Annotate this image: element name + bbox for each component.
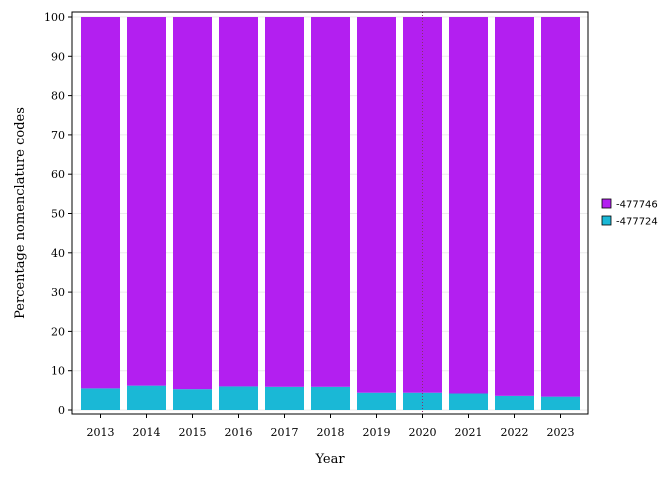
bar-segment (81, 388, 120, 410)
bar-segment (265, 386, 304, 410)
y-tick-label: 30 (51, 286, 65, 299)
y-tick-label: 60 (51, 168, 65, 181)
legend-label: -477724 (616, 217, 658, 228)
y-tick-label: 80 (51, 90, 65, 103)
y-tick-label: 40 (51, 247, 65, 260)
x-tick-label: 2015 (179, 426, 207, 439)
bar-segment (449, 393, 488, 410)
x-tick-label: 2021 (455, 426, 483, 439)
bar-segment (541, 396, 580, 410)
x-tick-label: 2018 (317, 426, 345, 439)
bar-segment (219, 386, 258, 410)
bar-segment (357, 17, 396, 393)
x-tick-label: 2014 (133, 426, 161, 439)
bar-segment (173, 17, 212, 390)
legend-swatch (601, 215, 612, 226)
y-tick-label: 50 (51, 208, 65, 221)
y-axis-title: Percentage nomenclature codes (13, 107, 28, 319)
x-axis-title: Year (314, 452, 345, 467)
bar-segment (311, 386, 350, 410)
y-tick-label: 10 (51, 365, 65, 378)
legend-label: -477746 (616, 200, 658, 211)
bar-segment (265, 17, 304, 387)
bar-segment (127, 17, 166, 386)
bar-segment (541, 17, 580, 397)
bar-segment (173, 389, 212, 410)
x-axis-ticks: 2013 2014 2015 2016 2017 2018 2019 2020 2021 2022… (87, 414, 575, 439)
x-tick-label: 2022 (501, 426, 529, 439)
bars (81, 17, 580, 410)
legend-swatch (601, 198, 612, 209)
x-tick-label: 2016 (225, 426, 253, 439)
x-tick-label: 2023 (547, 426, 575, 439)
bar-segment (495, 17, 534, 396)
x-tick-label: 2020 (409, 426, 437, 439)
y-tick-label: 70 (51, 129, 65, 142)
y-axis-ticks: 0 10 20 30 40 50 60 70 80 90 100 (44, 11, 72, 417)
x-tick-label: 2017 (271, 426, 299, 439)
y-tick-label: 90 (51, 50, 65, 63)
y-tick-label: 100 (44, 11, 65, 24)
bar-segment (357, 392, 396, 410)
bar-segment (81, 17, 120, 389)
y-tick-label: 0 (58, 404, 65, 417)
bar-segment (311, 17, 350, 387)
bar-segment (127, 385, 166, 410)
bar-segment (495, 395, 534, 410)
bar-segment (403, 392, 442, 410)
x-tick-label: 2013 (87, 426, 115, 439)
y-tick-label: 20 (51, 325, 65, 338)
bar-segment (219, 17, 258, 387)
x-tick-label: 2019 (363, 426, 391, 439)
bar-segment (449, 17, 488, 394)
legend: -477746 -477724 (601, 198, 658, 228)
